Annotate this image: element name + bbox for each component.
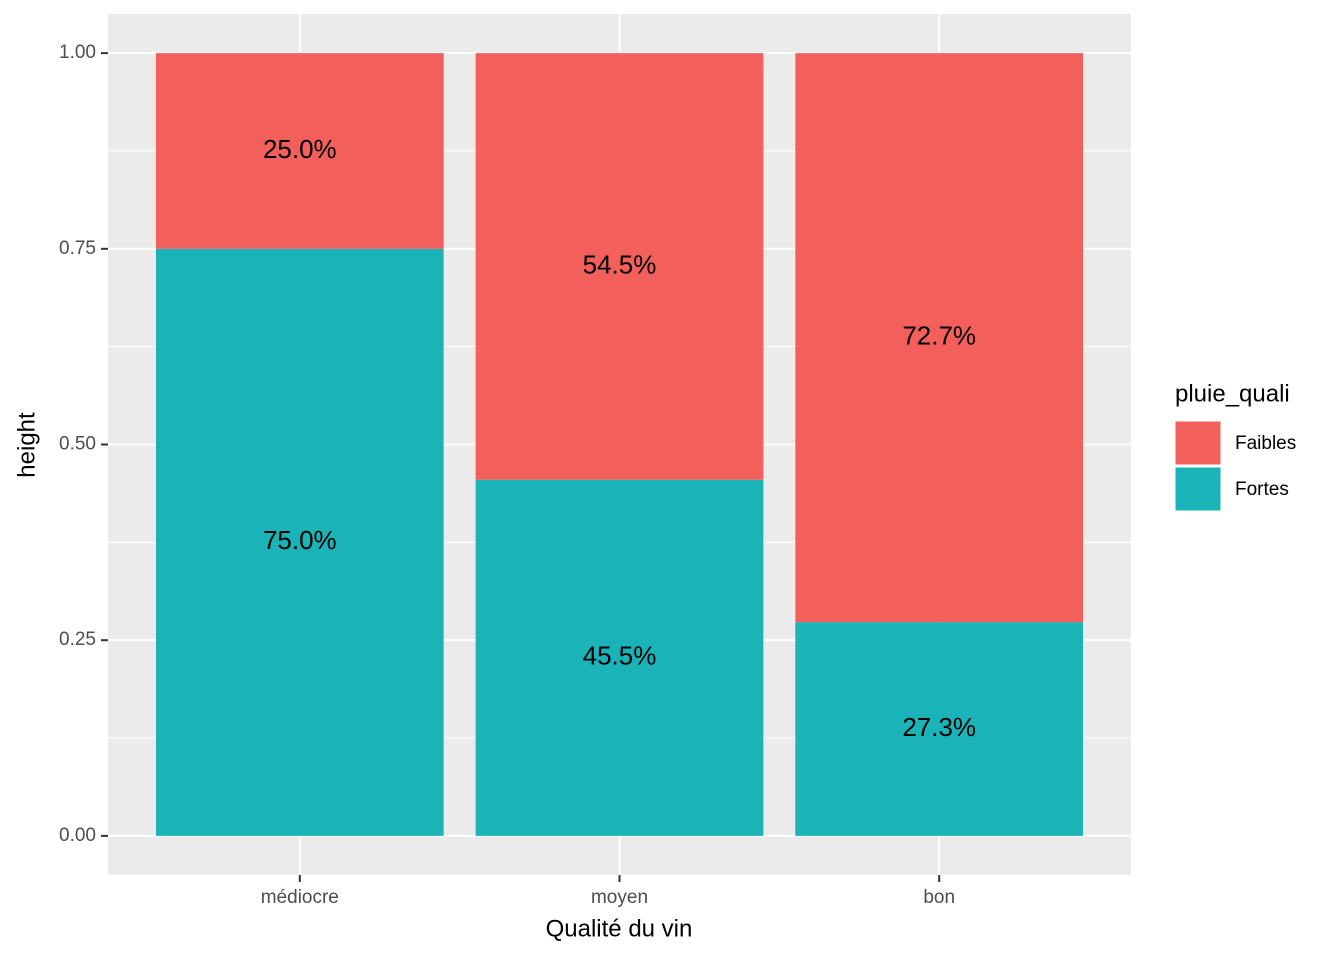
data-label: 25.0% bbox=[263, 134, 337, 164]
legend-label: Fortes bbox=[1235, 479, 1289, 500]
x-tick-label: bon bbox=[923, 887, 955, 908]
data-label: 54.5% bbox=[583, 249, 657, 279]
y-tick-label: 0.00 bbox=[59, 825, 96, 846]
bar-segment bbox=[795, 622, 1084, 836]
legend-key bbox=[1174, 466, 1222, 512]
bar-segment bbox=[475, 53, 764, 480]
bar-segment bbox=[155, 53, 444, 249]
bar-segment bbox=[795, 53, 1084, 623]
x-tick-label: médiocre bbox=[261, 887, 339, 908]
bar-segment bbox=[155, 248, 444, 836]
bar-segment bbox=[475, 479, 764, 836]
legend-label: Faibles bbox=[1235, 433, 1296, 454]
y-tick-label: 0.75 bbox=[59, 238, 96, 259]
legend-title: pluie_quali bbox=[1175, 380, 1290, 407]
data-label: 27.3% bbox=[902, 712, 976, 742]
data-label: 72.7% bbox=[902, 321, 976, 351]
y-tick-label: 1.00 bbox=[59, 42, 96, 63]
x-axis-title: Qualité du vin bbox=[546, 915, 693, 942]
x-tick-label: moyen bbox=[591, 887, 648, 908]
y-tick-label: 0.25 bbox=[59, 629, 96, 650]
y-axis-title: height bbox=[13, 412, 40, 478]
data-label: 45.5% bbox=[583, 641, 657, 671]
y-tick-label: 0.50 bbox=[59, 434, 96, 455]
legend-key bbox=[1174, 420, 1222, 466]
data-label: 75.0% bbox=[263, 525, 337, 555]
